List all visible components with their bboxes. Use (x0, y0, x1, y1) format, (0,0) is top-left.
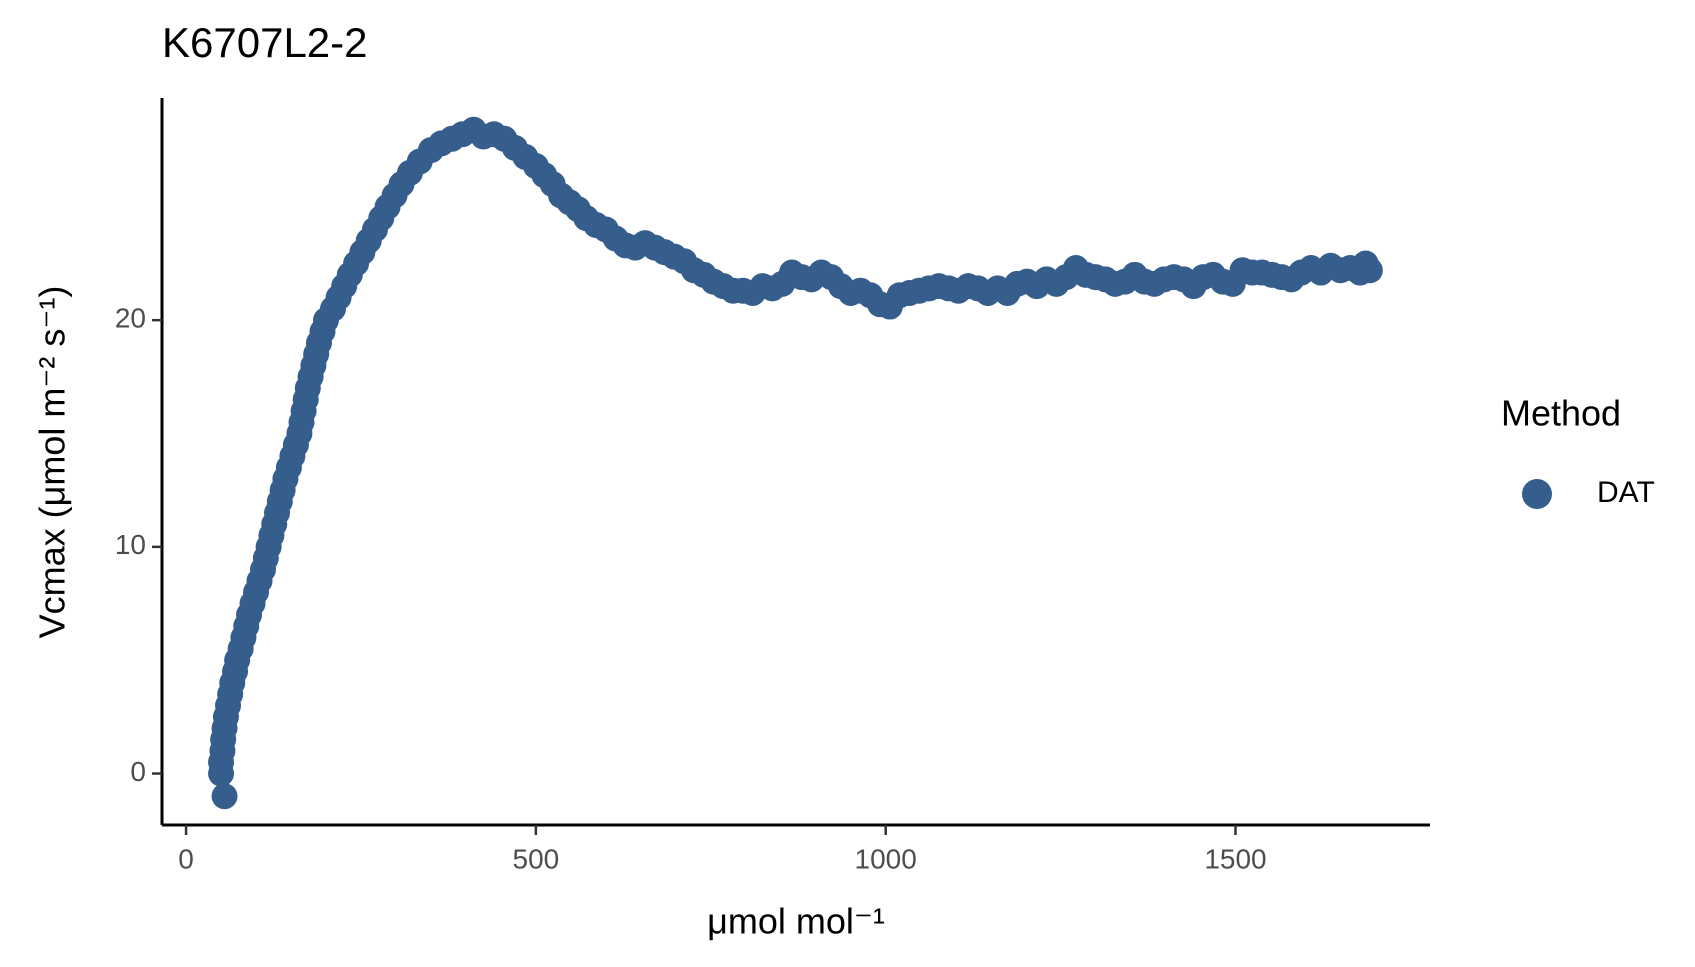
point (1356, 257, 1383, 284)
point (211, 783, 238, 810)
x-axis-title: μmol mol⁻¹ (707, 901, 885, 942)
legend-key (1522, 479, 1552, 509)
legend-title: Method (1501, 393, 1621, 434)
y-tick-label: 0 (130, 756, 146, 787)
x-tick-label: 1500 (1204, 843, 1266, 874)
x-tick-label: 500 (513, 843, 560, 874)
x-tick-label: 0 (178, 843, 194, 874)
y-axis-title: Vcmax (μmol m⁻² s⁻¹) (32, 286, 73, 639)
chart-title: K6707L2-2 (162, 19, 368, 66)
y-tick-label: 10 (115, 529, 146, 560)
legend-label: DAT (1597, 476, 1655, 509)
y-tick-label: 20 (115, 303, 146, 334)
x-tick-label: 1000 (855, 843, 917, 874)
